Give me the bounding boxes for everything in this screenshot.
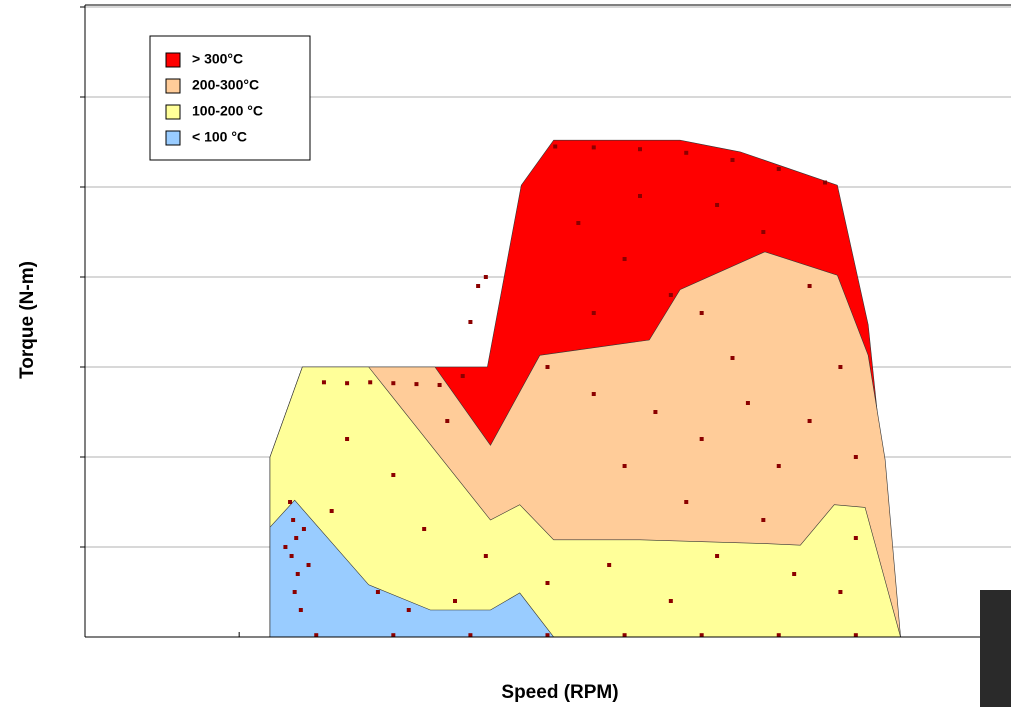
data-point	[622, 257, 627, 261]
data-point	[823, 180, 827, 185]
data-point	[329, 509, 334, 513]
data-point	[545, 633, 550, 638]
data-point	[345, 381, 350, 386]
legend-swatch	[165, 52, 181, 68]
data-point	[792, 572, 797, 576]
data-point	[776, 167, 781, 171]
data-point	[545, 581, 550, 585]
legend-swatch	[165, 78, 181, 94]
data-point	[291, 518, 296, 522]
data-point	[715, 203, 720, 207]
data-point	[761, 518, 766, 522]
data-point	[576, 221, 581, 225]
data-point	[288, 500, 293, 504]
data-point	[345, 437, 350, 441]
legend-label: < 100 °C	[192, 129, 247, 145]
legend-label: 100-200 °C	[192, 103, 263, 119]
data-point	[314, 633, 319, 638]
data-point	[668, 599, 673, 603]
legend-label: 200-300°C	[192, 77, 259, 93]
data-point	[591, 145, 596, 150]
data-point	[460, 374, 465, 378]
data-point	[807, 284, 812, 288]
data-point	[745, 401, 750, 405]
data-point	[321, 380, 326, 385]
data-point	[715, 554, 720, 558]
data-point	[301, 527, 306, 531]
data-point	[437, 383, 442, 387]
x-axis-title: Speed (RPM)	[501, 682, 618, 703]
data-point	[591, 311, 596, 315]
legend-swatch	[165, 130, 181, 146]
data-point	[406, 608, 411, 612]
data-point	[653, 410, 658, 414]
region	[269, 366, 901, 638]
data-point	[838, 590, 843, 594]
data-point	[414, 382, 419, 387]
data-point	[375, 590, 380, 594]
photo-fragment	[980, 590, 1011, 707]
data-point	[776, 633, 781, 638]
data-point	[853, 633, 858, 638]
data-point	[853, 455, 858, 459]
data-point	[295, 572, 300, 576]
data-point	[289, 554, 294, 558]
data-point	[776, 464, 781, 468]
data-point	[807, 419, 812, 423]
data-point	[638, 147, 642, 152]
legend-label: > 300°C	[192, 51, 243, 67]
data-point	[761, 230, 766, 234]
data-point	[838, 365, 843, 369]
data-point	[730, 158, 735, 162]
regions	[269, 139, 901, 638]
data-point	[853, 536, 858, 540]
data-point	[468, 633, 473, 638]
data-point	[453, 599, 457, 603]
data-point	[283, 545, 288, 549]
y-axis-title: Torque (N-m)	[17, 261, 38, 379]
data-point	[545, 365, 550, 369]
data-point	[292, 590, 297, 594]
data-point	[668, 293, 673, 297]
data-point	[422, 527, 427, 531]
region	[269, 499, 555, 638]
data-point	[391, 633, 396, 638]
data-point	[699, 437, 704, 441]
data-point	[391, 473, 396, 477]
data-point	[622, 464, 627, 468]
data-point	[684, 500, 689, 504]
data-point	[391, 381, 396, 386]
data-point	[730, 356, 735, 360]
data-point	[298, 608, 303, 612]
data-point	[699, 311, 704, 315]
legend: > 300°C 200-300°C 100-200 °C < 100 °C	[149, 35, 311, 161]
data-point	[483, 554, 488, 558]
data-point	[591, 392, 596, 396]
data-point	[483, 275, 488, 279]
data-point	[607, 563, 612, 567]
data-point	[306, 563, 311, 567]
data-point	[468, 320, 473, 324]
data-point	[684, 150, 689, 155]
data-point	[476, 284, 481, 288]
data-point	[638, 194, 642, 198]
data-point	[445, 419, 450, 423]
data-point	[699, 633, 704, 638]
points	[283, 144, 858, 638]
data-point	[622, 633, 627, 638]
data-point	[553, 144, 558, 149]
data-point	[294, 536, 299, 540]
legend-swatch	[165, 104, 181, 120]
data-point	[368, 380, 373, 385]
